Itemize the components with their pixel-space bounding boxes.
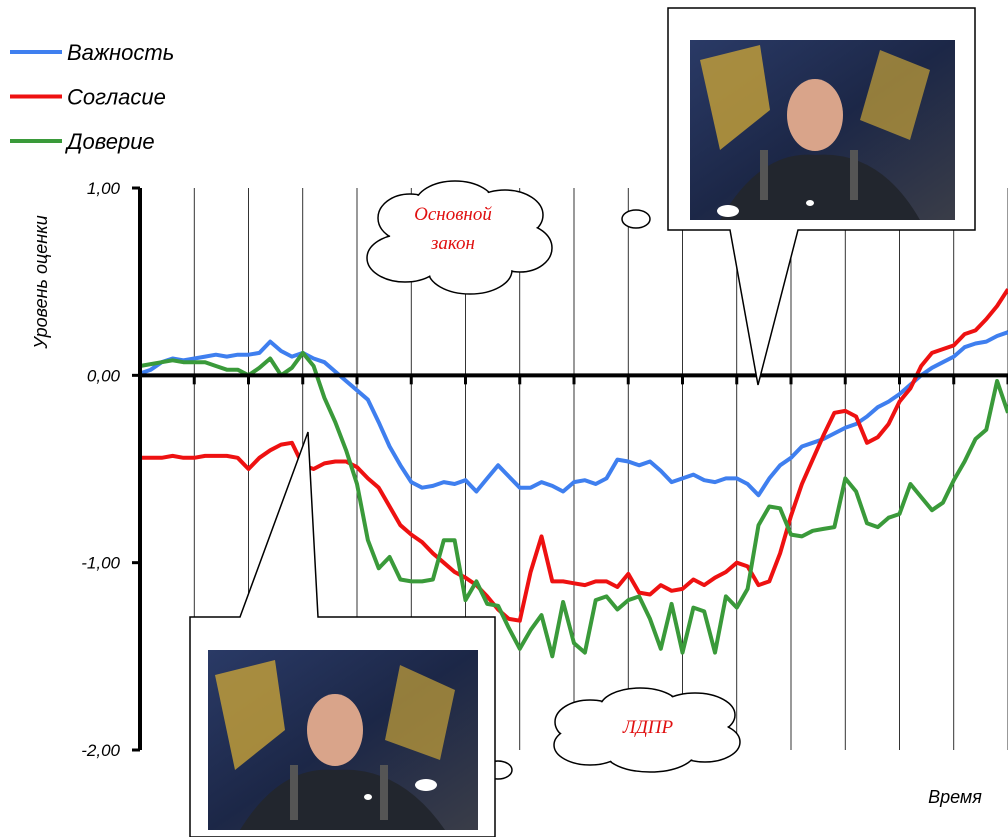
axes: 1,00 0,00 -1,00 -2,00 <box>81 179 1008 760</box>
photo-callout <box>667 7 976 386</box>
photo-callout <box>189 431 496 837</box>
series-line <box>139 350 1008 659</box>
annotation: Основной <box>414 204 492 225</box>
legend-label: Важность <box>67 40 174 65</box>
series-line <box>140 288 1008 623</box>
annotation: ЛДПР <box>622 717 674 738</box>
cloud: Основной закон <box>366 180 553 295</box>
y-tick-label: 1,00 <box>87 179 121 198</box>
y-axis-label: Уровень оценки <box>31 215 51 349</box>
y-tick-label: 0,00 <box>87 366 121 385</box>
x-axis-label: Время <box>928 787 982 807</box>
cloud: ЛДПР <box>553 687 741 773</box>
series-line <box>139 330 1008 498</box>
y-tick-label: -2,00 <box>81 741 120 760</box>
y-tick-label: -1,00 <box>81 554 120 573</box>
lines <box>139 288 1008 659</box>
legend: Важность Согласие Доверие <box>10 40 174 154</box>
thought-bubble <box>621 209 651 229</box>
legend-label: Доверие <box>64 129 155 154</box>
legend-label: Согласие <box>67 85 166 110</box>
annotation: закон <box>430 233 475 254</box>
